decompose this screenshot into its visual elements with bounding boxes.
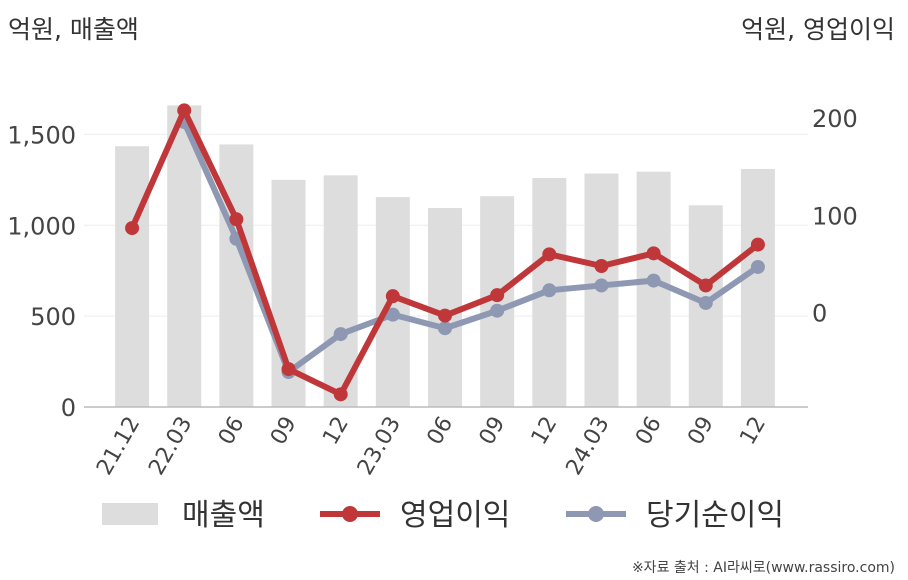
x-tick-label: 22.03 <box>144 413 197 480</box>
operating-profit-point <box>542 247 557 262</box>
left-axis-ticks: 0 500 1,000 1,500 <box>7 121 76 422</box>
revenue-bar <box>167 105 202 408</box>
legend-swatch-revenue <box>102 503 158 525</box>
net-income-point <box>594 278 609 293</box>
operating-profit-point <box>385 289 400 304</box>
net-income-point <box>646 273 661 288</box>
x-tick-label: 06 <box>423 413 459 450</box>
revenue-bar <box>740 168 775 407</box>
right-axis-label: 억원, 영업이익 <box>741 15 895 44</box>
legend-label-operating-profit: 영업이익 <box>400 498 510 533</box>
left-tick-label: 500 <box>30 303 76 331</box>
source-note: ※자료 출처 : AI라씨로(www.rassiro.com) <box>632 560 895 576</box>
net-income-point <box>385 307 400 322</box>
x-tick-label: 12 <box>527 413 563 450</box>
x-axis-ticks: 21.12 22.03 06 09 12 23.03 06 09 12 24.03 06 09 12 <box>92 412 771 479</box>
x-tick-label: 06 <box>631 413 667 450</box>
revenue-bar <box>428 208 462 407</box>
legend-marker-operating-profit <box>342 506 358 522</box>
net-income-point <box>698 295 713 310</box>
net-income-line <box>181 119 761 375</box>
operating-profit-point <box>125 221 140 236</box>
revenue-bar <box>115 146 150 408</box>
operating-profit-point <box>750 237 765 252</box>
legend-marker-net-income <box>588 506 604 522</box>
x-tick-label: 09 <box>475 412 511 449</box>
x-tick-label: 21.12 <box>92 413 145 480</box>
legend-label-revenue: 매출액 <box>182 498 265 533</box>
right-tick-label: 0 <box>812 300 827 328</box>
operating-profit-point <box>698 278 713 293</box>
left-axis-label: 억원, 매출액 <box>8 15 139 44</box>
net-income-point <box>333 327 348 342</box>
operating-profit-point <box>177 103 192 118</box>
legend-label-net-income: 당기순이익 <box>646 498 784 533</box>
left-tick-label: 1,500 <box>7 121 76 149</box>
net-income-point <box>490 303 505 318</box>
net-income-point <box>750 259 765 274</box>
operating-profit-point <box>594 258 609 273</box>
x-tick-label: 24.03 <box>562 413 615 480</box>
x-tick-label: 12 <box>735 413 771 450</box>
x-tick-label: 06 <box>214 413 250 450</box>
operating-profit-point <box>490 288 505 303</box>
right-tick-label: 200 <box>812 105 858 133</box>
revenue-bars <box>115 105 775 408</box>
operating-profit-point <box>646 246 661 261</box>
profit-lines <box>125 103 765 402</box>
operating-profit-point <box>281 362 296 377</box>
net-income-point <box>542 283 557 298</box>
right-tick-label: 100 <box>812 202 858 230</box>
x-tick-label: 09 <box>266 413 302 450</box>
net-income-point <box>438 321 452 336</box>
operating-profit-point <box>333 387 348 402</box>
x-tick-label: 23.03 <box>353 413 406 480</box>
right-axis-ticks: 0 100 200 <box>812 105 858 327</box>
operating-profit-point <box>438 308 452 323</box>
operating-profit-point <box>229 212 244 227</box>
x-tick-label: 09 <box>683 413 719 450</box>
x-tick-label: 12 <box>318 413 354 450</box>
left-tick-label: 0 <box>61 394 76 422</box>
revenue-bar <box>636 171 671 407</box>
legend: 매출액 영업이익 당기순이익 <box>102 498 784 533</box>
left-tick-label: 1,000 <box>7 212 76 240</box>
